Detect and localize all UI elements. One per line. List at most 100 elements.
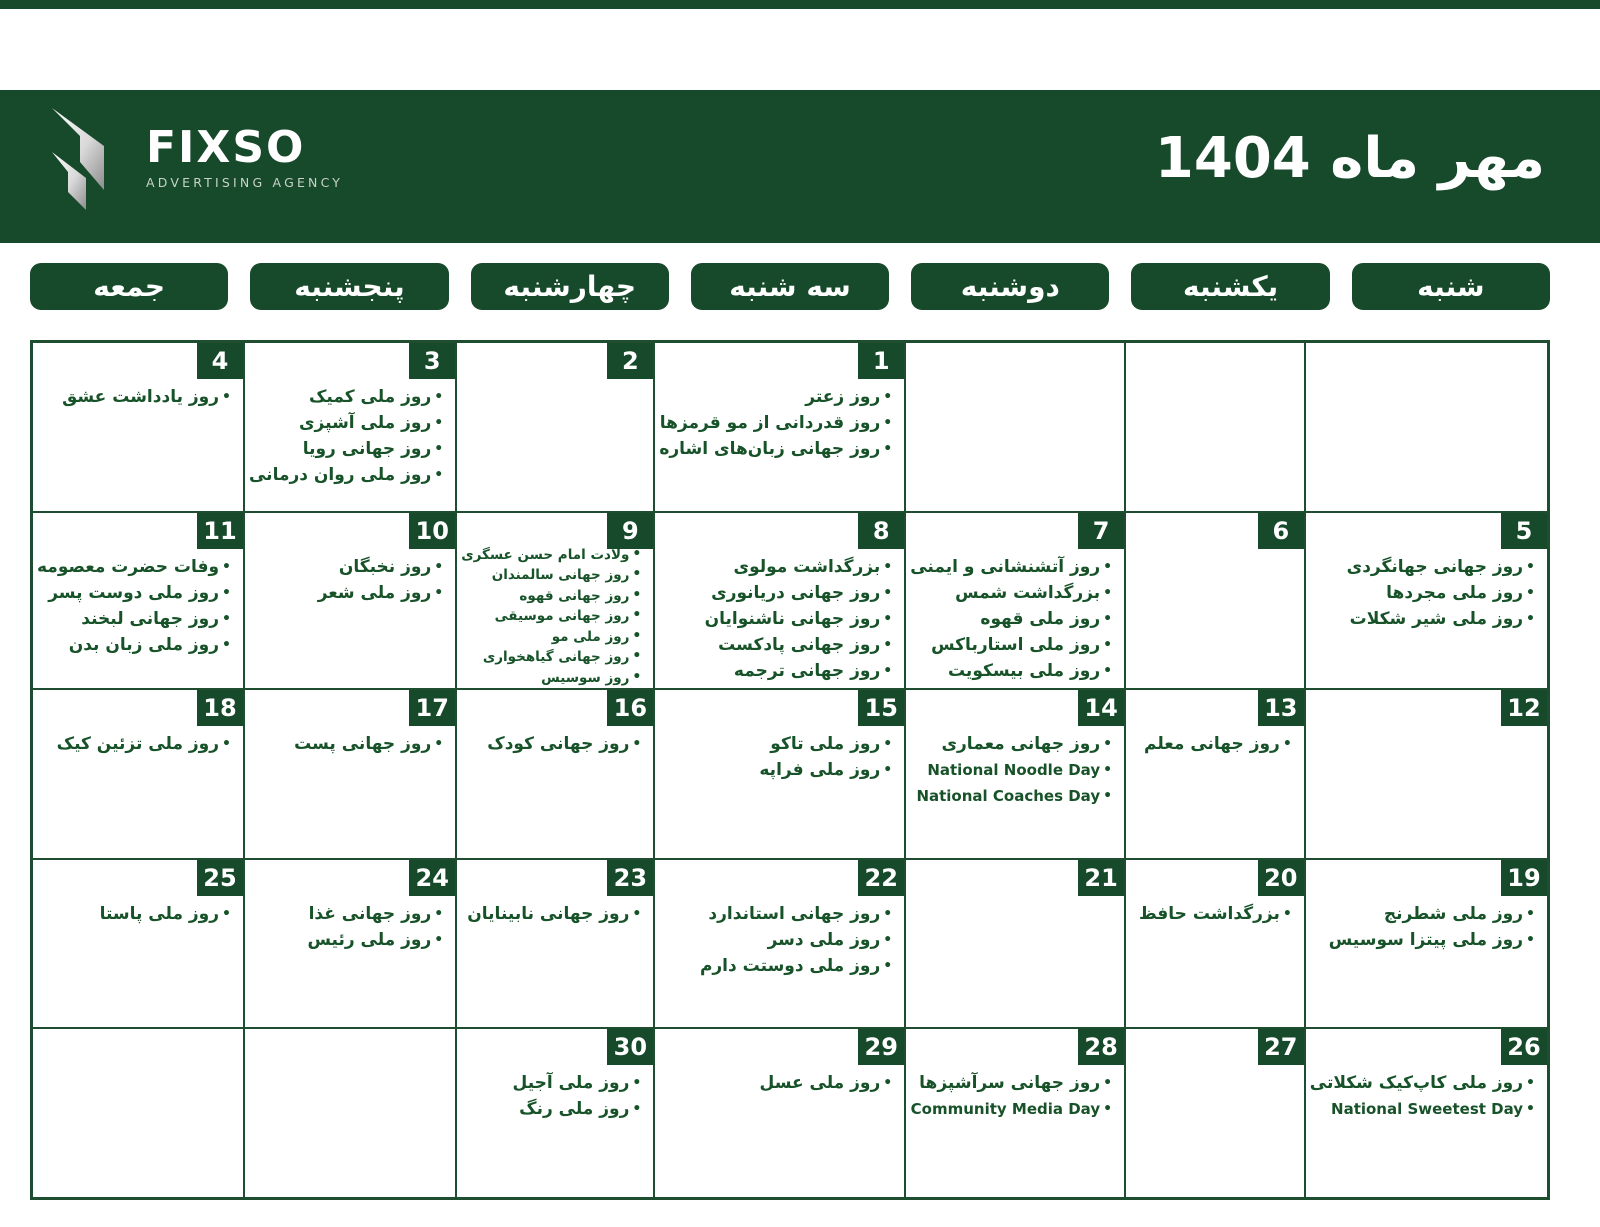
bullet-icon: • — [1103, 788, 1113, 805]
event-item: •روز جهانی پادکست — [659, 632, 892, 658]
event-item: •روز ملی مجردها — [1310, 580, 1535, 606]
event-item: •روز جهانی قهوه — [461, 586, 641, 607]
event-label: روز جهانی استاندارد — [708, 903, 881, 924]
event-label: روز ملی شیر شکلات — [1349, 608, 1524, 629]
fixso-logo-icon — [46, 106, 134, 210]
calendar-cell: 28 •روز جهانی سرآشپزها •Community Media D… — [905, 1028, 1126, 1198]
event-label: روز ملی مو — [551, 628, 630, 645]
event-list: •روز جهانی استاندارد •روز ملی دسر •روز ملی… — [655, 860, 904, 979]
bullet-icon: • — [1103, 762, 1113, 779]
bullet-icon: • — [434, 415, 444, 431]
bullet-icon: • — [883, 584, 893, 601]
fixso-logo: FIXSO ADVERTISING AGENCY — [46, 106, 343, 210]
event-item: •ولادت امام حسن عسگری — [461, 545, 641, 566]
calendar-cell: 15 •روز ملی تاکو •روز ملی فراپه — [654, 689, 906, 859]
event-item: •روز قدردانی از مو قرمزها — [659, 410, 892, 436]
event-label: روز نخبگان — [338, 556, 432, 577]
event-item: •روز جهانی جهانگردی — [1310, 554, 1535, 580]
event-list: •روز جهانی غذا •روز ملی رئیس — [245, 860, 455, 953]
bullet-icon: • — [222, 736, 231, 753]
bullet-icon: • — [1103, 584, 1113, 601]
calendar-cell: 3 •روز ملی کمیک •روز ملی آشپزی •روز جهانی … — [243, 342, 457, 512]
calendar-cell: 2 — [456, 342, 655, 512]
day-number-badge: 26 — [1501, 1029, 1547, 1066]
bullet-icon: • — [883, 415, 893, 431]
event-item: •روز زعتر — [659, 384, 892, 410]
bullet-icon: • — [1526, 931, 1535, 948]
event-item: •روز ملی دوستت دارم — [659, 953, 892, 979]
calendar-cell — [905, 342, 1126, 512]
event-label: روز جهانی معماری — [941, 734, 1101, 755]
logo-name: FIXSO — [146, 122, 306, 173]
event-item: •National Noodle Day — [910, 757, 1112, 783]
calendar-cell: 24 •روز جهانی غذا •روز ملی رئیس — [243, 858, 457, 1029]
bullet-icon: • — [1103, 662, 1113, 679]
calendar-cell: 4 •روز یادداشت عشق — [32, 342, 244, 512]
fixso-logo-text: FIXSO ADVERTISING AGENCY — [146, 122, 344, 191]
event-list: •روز جهانی جهانگردی •روز ملی مجردها •روز م… — [1306, 513, 1547, 632]
calendar-cell — [1304, 342, 1548, 512]
event-item: •روز ملی تاکو — [659, 731, 892, 757]
day-number-badge: 18 — [196, 690, 243, 727]
calendar-grid: 1 •روز زعتر •روز قدردانی از مو قرمزها •روز… — [30, 340, 1550, 1200]
day-number-badge: 6 — [1257, 512, 1304, 549]
event-item: •روز ملی مو — [461, 627, 642, 648]
event-label: روز ملی فراپه — [759, 760, 881, 781]
calendar-cell: 27 — [1125, 1028, 1305, 1198]
header-banner: FIXSO ADVERTISING AGENCY مهر ماه 1404 — [0, 90, 1600, 243]
event-item: •روز جهانی گیاهخواری — [461, 647, 641, 668]
day-number-badge: 14 — [1078, 690, 1125, 727]
day-number-badge: 16 — [607, 690, 654, 727]
event-list: •روز جهانی پست — [245, 690, 455, 757]
logo-subtitle: ADVERTISING AGENCY — [146, 175, 344, 190]
event-label: روز ملی دوست پسر — [48, 582, 220, 603]
day-number-badge: 15 — [858, 690, 905, 727]
day-number-badge: 4 — [196, 343, 243, 379]
calendar-cell: 5 •روز جهانی جهانگردی •روز ملی مجردها •روز… — [1304, 511, 1548, 690]
event-item: •روز ملی کمیک — [249, 384, 443, 410]
event-item: •روز یادداشت عشق — [37, 384, 231, 410]
event-label: روز جهانی نابینایان — [467, 903, 630, 924]
event-item: •روز ملی استارباکس — [910, 632, 1112, 658]
event-label: National Coaches Day — [916, 787, 1101, 806]
event-item: •National Sweetest Day — [1310, 1096, 1535, 1122]
event-label: روز جهانی موسیقی — [494, 608, 630, 625]
bullet-icon: • — [434, 905, 444, 922]
day-number-badge: 25 — [196, 859, 243, 896]
event-item: •وفات حضرت معصومه — [37, 554, 231, 580]
event-list: •وفات حضرت معصومه •روز ملی دوست پسر •روز ج… — [33, 513, 243, 658]
event-item: •Community Media Day — [910, 1096, 1112, 1122]
event-item: •روز ملی عسل — [659, 1070, 893, 1096]
event-label: روز جهانی سالمندان — [491, 567, 630, 584]
event-label: بزرگداشت مولوی — [733, 556, 881, 577]
event-label: بزرگداشت شمس — [955, 582, 1101, 603]
event-label: National Noodle Day — [927, 761, 1101, 780]
event-label: روز جهانی رویا — [302, 439, 432, 459]
event-item: •روز ملی رئیس — [249, 927, 443, 953]
event-item: •روز جهانی استاندارد — [659, 901, 892, 927]
calendar-cell: 10 •روز نخبگان •روز ملی شعر — [243, 511, 457, 690]
event-item: •روز ملی پیتزا سوسیس — [1310, 927, 1535, 953]
event-label: روز ملی زبان بدن — [68, 634, 220, 655]
event-item: •روز جهانی رویا — [249, 436, 444, 462]
bullet-icon: • — [883, 1075, 893, 1092]
day-number-badge: 3 — [409, 343, 456, 379]
bullet-icon: • — [883, 558, 893, 575]
event-list — [1306, 343, 1547, 384]
day-number-badge: 11 — [196, 512, 243, 549]
event-label: روز ملی شطرنج — [1383, 903, 1524, 924]
calendar-cell: 17 •روز جهانی پست — [243, 689, 457, 859]
calendar-cell: 9 •ولادت امام حسن عسگری •روز جهانی سالمند… — [456, 511, 655, 690]
event-label: Community Media Day — [910, 1100, 1101, 1119]
event-item: •روز آتشنشانی و ایمنی — [910, 554, 1112, 580]
calendar-cell: 30 •روز ملی آجیل •روز ملی رنگ — [456, 1028, 655, 1198]
day-number-badge: 29 — [858, 1029, 905, 1066]
event-label: روز ملی کاپ‌کیک شکلاتی — [1309, 1073, 1524, 1094]
event-item: •روز ملی فراپه — [659, 757, 892, 783]
event-item: •روز جهانی غذا — [249, 901, 444, 927]
event-item: •روز جهانی زبان‌های اشاره — [659, 436, 892, 462]
event-item: •روز ملی شیر شکلات — [1310, 606, 1535, 632]
event-label: روز جهانی دریانوری — [711, 582, 881, 603]
event-item: •بزرگداشت شمس — [910, 580, 1112, 606]
day-number-badge: 7 — [1078, 512, 1125, 549]
